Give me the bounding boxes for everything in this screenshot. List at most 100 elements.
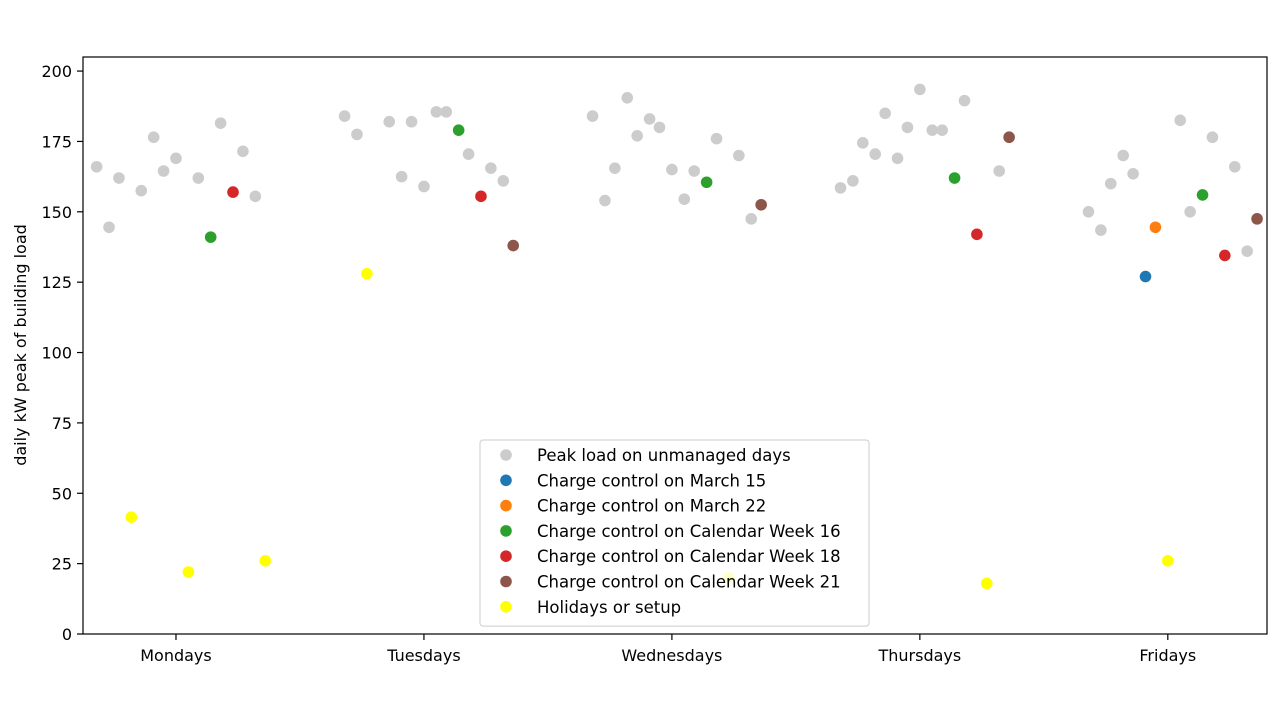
data-point — [948, 172, 961, 184]
series-1 — [1139, 270, 1152, 283]
data-point — [847, 175, 859, 187]
series-2 — [1149, 221, 1162, 234]
data-point — [869, 148, 882, 160]
data-point — [936, 124, 948, 136]
data-point — [182, 566, 195, 578]
y-tick-label: 200 — [41, 62, 72, 81]
data-point — [395, 170, 408, 183]
data-point — [1228, 160, 1241, 173]
x-tick-label: Thursdays — [877, 646, 961, 665]
data-point — [1219, 249, 1231, 262]
legend-marker — [500, 550, 512, 562]
y-axis-label: daily kW peak of building load — [11, 224, 30, 466]
data-points — [90, 83, 1263, 590]
series-5 — [507, 131, 1263, 252]
data-point — [147, 131, 160, 144]
legend-entry-label: Peak load on unmanaged days — [537, 446, 791, 465]
legend-marker — [500, 575, 512, 588]
data-point — [204, 231, 217, 243]
legend-marker — [500, 525, 512, 537]
data-point — [981, 577, 993, 590]
data-point — [710, 132, 723, 145]
y-axis: 0 25 50 75 100 125 150 175 200 — [41, 62, 83, 644]
x-tick-label: Wednesdays — [621, 646, 722, 665]
data-point — [157, 165, 170, 177]
y-tick-label: 150 — [41, 203, 72, 222]
data-point — [430, 106, 443, 118]
data-point — [1241, 245, 1253, 258]
data-point — [733, 149, 745, 162]
data-point — [259, 555, 272, 567]
x-axis: Mondays Tuesdays Wednesdays Thursdays Friday… — [140, 634, 1196, 665]
data-point — [586, 110, 599, 122]
data-point — [237, 145, 249, 158]
data-point — [103, 221, 115, 234]
data-point — [170, 152, 182, 165]
data-point — [485, 162, 497, 174]
data-point — [1206, 131, 1219, 144]
data-point — [1095, 224, 1107, 236]
data-point — [1184, 206, 1196, 218]
data-point — [462, 148, 475, 160]
data-point — [891, 152, 904, 165]
data-point — [688, 165, 701, 177]
series-3 — [204, 124, 1209, 243]
data-point — [879, 107, 891, 120]
data-point — [1082, 206, 1095, 218]
data-point — [1127, 168, 1139, 180]
data-point — [643, 113, 656, 125]
legend-entry-label: Charge control on Calendar Week 21 — [537, 573, 841, 592]
data-point — [678, 193, 691, 205]
x-tick-label: Tuesdays — [386, 646, 460, 665]
legend-entry-label: Charge control on March 22 — [537, 497, 766, 516]
y-tick-label: 100 — [41, 344, 72, 363]
data-point — [621, 92, 634, 104]
data-point — [1174, 114, 1187, 127]
legend-entry-label: Holidays or setup — [537, 598, 681, 617]
series-0 — [90, 83, 1253, 258]
legend-box — [479, 439, 870, 627]
data-point — [1139, 270, 1152, 283]
data-point — [338, 110, 351, 122]
legend-entry-label: Charge control on Calendar Week 18 — [537, 547, 841, 566]
x-tick-label: Mondays — [140, 646, 212, 665]
data-point — [418, 180, 430, 193]
data-point — [755, 198, 767, 211]
data-point — [631, 130, 643, 142]
data-point — [914, 83, 926, 96]
data-point — [452, 124, 465, 136]
data-point — [507, 239, 520, 252]
data-point — [599, 194, 611, 207]
legend-entry-label: Charge control on Calendar Week 16 — [537, 522, 841, 541]
y-tick-label: 125 — [41, 273, 72, 292]
data-point — [475, 190, 487, 203]
data-point — [609, 162, 621, 174]
data-point — [383, 115, 396, 128]
data-point — [993, 165, 1006, 177]
data-point — [351, 128, 363, 141]
data-point — [90, 160, 103, 173]
data-point — [1104, 177, 1117, 190]
data-point — [857, 137, 869, 149]
data-point — [227, 186, 239, 198]
data-point — [135, 184, 148, 197]
legend-marker — [500, 449, 512, 461]
data-point — [1196, 189, 1209, 201]
data-point — [1162, 555, 1174, 567]
legend-entry-label: Charge control on March 15 — [537, 471, 766, 490]
data-point — [666, 163, 678, 176]
data-point — [834, 182, 847, 194]
data-point — [192, 172, 205, 184]
data-point — [1117, 149, 1129, 162]
y-tick-label: 0 — [62, 625, 72, 644]
data-point — [405, 115, 418, 128]
data-point — [125, 511, 138, 523]
data-point — [361, 267, 373, 280]
data-point — [214, 117, 227, 129]
data-point — [249, 190, 262, 203]
y-tick-label: 175 — [41, 132, 72, 151]
data-point — [653, 121, 666, 134]
data-point — [926, 124, 939, 136]
